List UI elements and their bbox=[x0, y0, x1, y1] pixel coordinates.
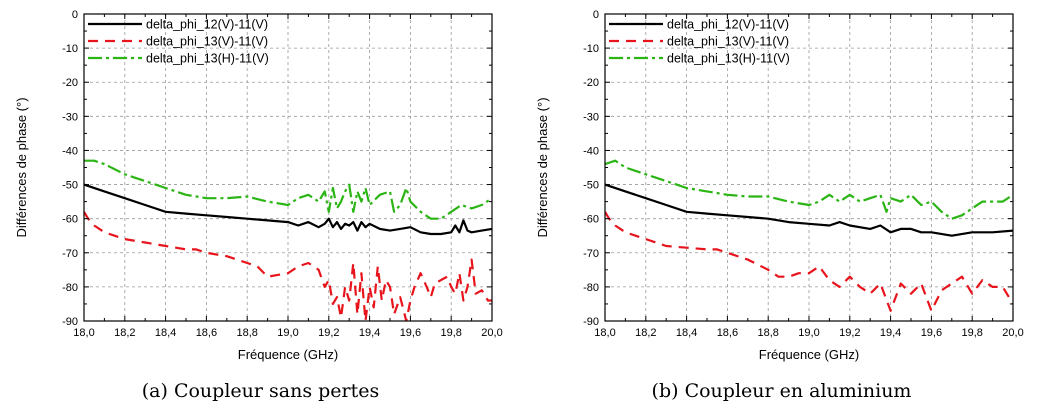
series-line-3 bbox=[84, 159, 492, 220]
y-tick-label: -40 bbox=[583, 145, 599, 157]
legend-label: delta_phi_13(H)-11(V) bbox=[667, 52, 790, 66]
legend: delta_phi_12(V)-11(V) delta_phi_13(V)-11(… bbox=[88, 18, 269, 66]
series-line-3 bbox=[605, 159, 1013, 220]
x-tick-label: 20,0 bbox=[1002, 327, 1023, 339]
x-axis-title: Fréquence (GHz) bbox=[759, 347, 859, 362]
y-axis-title: Différences de phase (°) bbox=[14, 97, 29, 237]
series-line-2 bbox=[84, 211, 492, 321]
y-tick-label: -60 bbox=[62, 214, 78, 226]
legend: delta_phi_12(V)-11(V) delta_phi_13(V)-11(… bbox=[609, 18, 790, 66]
grid bbox=[605, 14, 1013, 321]
x-tick-label: 19,2 bbox=[318, 327, 339, 339]
legend-label: delta_phi_13(V)-11(V) bbox=[146, 35, 268, 49]
y-tick-label: -40 bbox=[62, 145, 78, 157]
chart-svg-a: 18,0 18,2 18,4 18,6 18,8 19,0 19,2 19,4 19,6 19,8… bbox=[14, 9, 503, 362]
chart-svg-b: 18,0 18,2 18,4 18,6 18,8 19,0 19,2 19,4 19,6 19,8… bbox=[535, 9, 1024, 362]
legend-label: delta_phi_13(V)-11(V) bbox=[667, 35, 789, 49]
y-tick-label: -30 bbox=[62, 111, 78, 123]
x-tick-label: 19,8 bbox=[961, 327, 982, 339]
x-tick-label: 19,0 bbox=[798, 327, 819, 339]
legend-label: delta_phi_12(V)-11(V) bbox=[146, 18, 268, 32]
chart-caption: (a) Coupleur sans pertes bbox=[141, 380, 380, 402]
x-tick-label: 18,6 bbox=[196, 327, 217, 339]
chart-caption: (b) Coupleur en aluminium bbox=[651, 380, 912, 402]
x-tick-label: 19,2 bbox=[839, 327, 860, 339]
y-tick-label: -80 bbox=[62, 282, 78, 294]
x-tick-label: 18,0 bbox=[594, 327, 615, 339]
x-tick-label: 18,8 bbox=[757, 327, 778, 339]
series-group bbox=[84, 159, 492, 321]
x-tick-label: 19,6 bbox=[400, 327, 421, 339]
x-tick-label: 19,0 bbox=[277, 327, 298, 339]
x-tick-label: 20,0 bbox=[481, 327, 502, 339]
x-tick-label: 19,8 bbox=[440, 327, 461, 339]
grid bbox=[84, 14, 492, 321]
y-tick-label: -90 bbox=[62, 316, 78, 328]
y-axis-title: Différences de phase (°) bbox=[535, 97, 550, 237]
x-tick-label: 19,6 bbox=[921, 327, 942, 339]
x-tick-label: 18,2 bbox=[635, 327, 656, 339]
chart-panel-b: 18,0 18,2 18,4 18,6 18,8 19,0 19,2 19,4 19,6 19,8… bbox=[521, 0, 1042, 410]
y-tick-label: 0 bbox=[72, 9, 78, 21]
legend-label: delta_phi_13(H)-11(V) bbox=[146, 52, 269, 66]
x-tick-label: 19,4 bbox=[880, 327, 901, 339]
series-line-1 bbox=[605, 183, 1013, 237]
y-tick-label: -60 bbox=[583, 214, 599, 226]
x-axis-title: Fréquence (GHz) bbox=[238, 347, 338, 362]
y-tick-label: -50 bbox=[62, 180, 78, 192]
y-tick-label: 0 bbox=[593, 9, 599, 21]
x-tick-label: 18,0 bbox=[73, 327, 94, 339]
y-tick-label: -30 bbox=[583, 111, 599, 123]
x-tick-label: 18,6 bbox=[717, 327, 738, 339]
series-line-2 bbox=[605, 211, 1013, 312]
legend-label: delta_phi_12(V)-11(V) bbox=[667, 18, 789, 32]
y-tick-label: -70 bbox=[583, 248, 599, 260]
x-tick-label: 18,4 bbox=[676, 327, 697, 339]
x-tick-label: 18,4 bbox=[155, 327, 176, 339]
y-tick-label: -20 bbox=[62, 77, 78, 89]
y-tick-label: -90 bbox=[583, 316, 599, 328]
chart-panel-a: 18,0 18,2 18,4 18,6 18,8 19,0 19,2 19,4 19,6 19,8… bbox=[0, 0, 521, 410]
y-tick-label: -80 bbox=[583, 282, 599, 294]
x-tick-label: 18,2 bbox=[114, 327, 135, 339]
y-tick-label: -70 bbox=[62, 248, 78, 260]
x-tick-label: 18,8 bbox=[236, 327, 257, 339]
y-tick-label: -50 bbox=[583, 180, 599, 192]
y-tick-label: -10 bbox=[583, 43, 599, 55]
series-line-1 bbox=[84, 183, 492, 236]
y-tick-label: -20 bbox=[583, 77, 599, 89]
x-tick-label: 19,4 bbox=[359, 327, 380, 339]
series-group bbox=[605, 159, 1013, 312]
y-tick-label: -10 bbox=[62, 43, 78, 55]
